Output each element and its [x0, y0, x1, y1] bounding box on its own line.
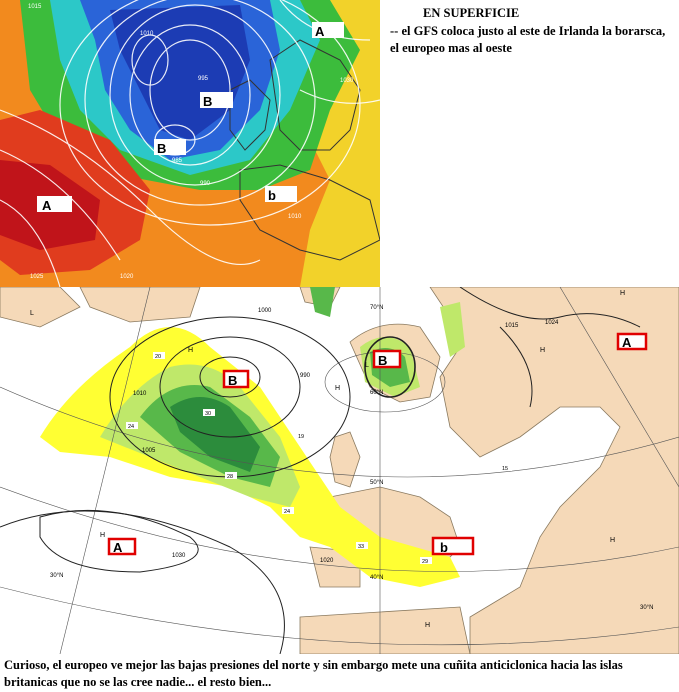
isobar-label: 990: [200, 181, 211, 187]
precip-value: 30: [205, 411, 211, 417]
latitude-label: 30°N: [640, 605, 653, 611]
low-mark: L: [365, 362, 369, 369]
precip-value: 33: [358, 544, 364, 550]
pressure-label-high: A: [315, 24, 325, 39]
low-mark: L: [30, 310, 34, 317]
precip-value: 24: [128, 424, 134, 430]
precip-value: 15: [502, 466, 508, 472]
pressure-label-low: b: [440, 540, 448, 555]
comparison-caption: Curioso, el europeo ve mejor las bajas p…: [4, 658, 623, 689]
pressure-label-low: B: [203, 94, 212, 109]
latitude-label: 50°N: [370, 480, 383, 486]
pressure-label-low: B: [228, 373, 237, 388]
gfs-note: -- el GFS coloca justo al este de Irland…: [390, 24, 666, 55]
precip-value: 24: [284, 509, 290, 515]
isobar-label: 1030: [340, 78, 354, 84]
latitude-label: 60°N: [370, 390, 383, 396]
high-mark: H: [188, 347, 193, 354]
isobar-label: 1030: [172, 553, 186, 559]
isobar-label: 1010: [288, 214, 302, 220]
gfs-surface-map: 1015 1010 995 985 990 1010 1020 1025 103…: [0, 0, 380, 287]
isobar-label: 1005: [142, 448, 156, 454]
high-mark: H: [100, 532, 105, 539]
pressure-label-high: A: [622, 335, 632, 350]
pressure-label-low: B: [157, 141, 166, 156]
isobar-label: 1020: [120, 274, 134, 280]
pressure-label-high: A: [113, 540, 123, 555]
high-mark: H: [620, 290, 625, 297]
precip-value: 20: [155, 354, 161, 360]
isobar-label: 985: [172, 158, 183, 164]
isobar-label: 990: [300, 373, 311, 379]
precip-value: 19: [298, 434, 304, 440]
precip-value: 28: [227, 474, 233, 480]
isobar-label: 1015: [28, 4, 42, 10]
section-heading: EN SUPERFICIE: [423, 6, 520, 20]
isobar-label: 995: [198, 76, 209, 82]
latitude-label: 70°N: [370, 305, 383, 311]
isobar-label: 1015: [505, 323, 519, 329]
isobar-label: 1020: [320, 558, 334, 564]
ecmwf-surface-map: 1010 1024 1030 1015 990 1000 1005 1020 7…: [0, 287, 679, 654]
latitude-label: 40°N: [370, 575, 383, 581]
pressure-label-low: B: [378, 353, 387, 368]
isobar-label: 1000: [258, 308, 272, 314]
latitude-label: 30°N: [50, 573, 63, 579]
isobar-label: 1010: [133, 391, 147, 397]
pressure-label-high: A: [42, 198, 52, 213]
isobar-label: 1010: [140, 31, 154, 37]
pressure-label-low: b: [268, 188, 276, 203]
high-mark: H: [540, 347, 545, 354]
precip-value: 29: [422, 559, 428, 565]
high-mark: H: [610, 537, 615, 544]
high-mark: H: [425, 622, 430, 629]
isobar-label: 1024: [545, 320, 559, 326]
isobar-label: 1025: [30, 274, 44, 280]
high-mark: H: [335, 385, 340, 392]
